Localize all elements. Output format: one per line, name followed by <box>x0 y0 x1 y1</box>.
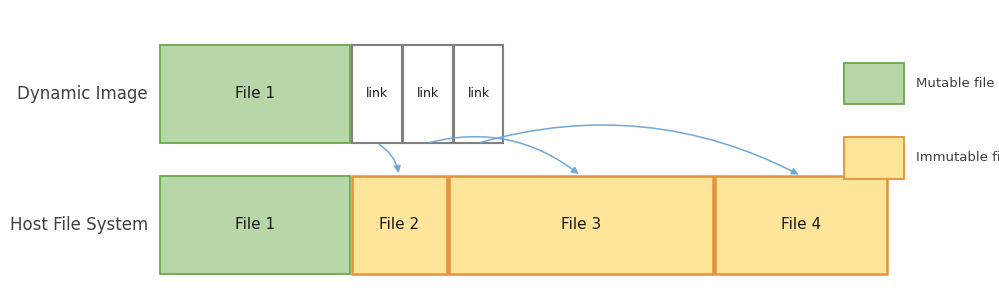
Text: File 2: File 2 <box>379 218 420 232</box>
Text: File 4: File 4 <box>781 218 821 232</box>
FancyBboxPatch shape <box>844 137 904 179</box>
Text: link: link <box>366 87 388 100</box>
Text: Dynamic Image: Dynamic Image <box>17 85 148 103</box>
FancyBboxPatch shape <box>715 176 887 274</box>
Text: Immutable file: Immutable file <box>916 151 999 164</box>
Text: link: link <box>417 87 439 100</box>
FancyBboxPatch shape <box>352 176 447 274</box>
FancyBboxPatch shape <box>844 63 904 104</box>
Text: Mutable file: Mutable file <box>916 77 995 90</box>
FancyBboxPatch shape <box>454 45 503 143</box>
FancyBboxPatch shape <box>449 176 713 274</box>
FancyBboxPatch shape <box>352 45 402 143</box>
Text: link: link <box>468 87 490 100</box>
Text: File 1: File 1 <box>235 86 275 101</box>
FancyBboxPatch shape <box>403 45 453 143</box>
Text: Host File System: Host File System <box>10 216 148 234</box>
Text: File 1: File 1 <box>235 218 275 232</box>
FancyBboxPatch shape <box>160 45 350 143</box>
Text: File 3: File 3 <box>560 218 601 232</box>
FancyBboxPatch shape <box>160 176 350 274</box>
